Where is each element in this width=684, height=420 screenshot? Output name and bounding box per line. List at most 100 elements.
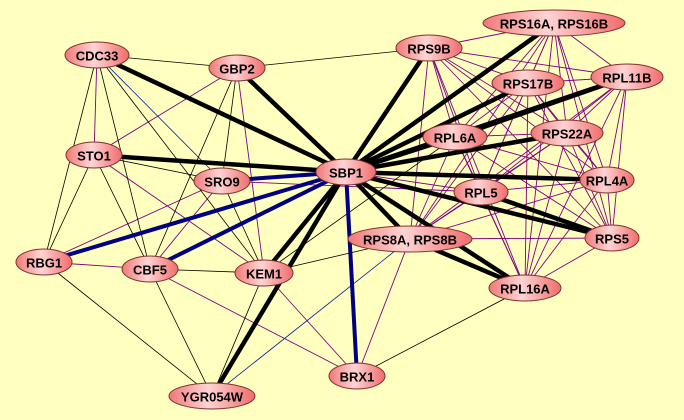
node-label: STO1 bbox=[77, 149, 111, 164]
edge-rps17b-rps8 bbox=[409, 82, 529, 240]
node-label: RPL6A bbox=[434, 131, 477, 146]
node-cbf5[interactable]: CBF5 bbox=[121, 255, 179, 283]
node-rpl16a[interactable]: RPL16A bbox=[488, 274, 562, 302]
node-rpl6a[interactable]: RPL6A bbox=[422, 123, 488, 151]
edge-rps9b-rpl16a bbox=[428, 47, 526, 289]
edge-ygr054w-rps8 bbox=[211, 238, 411, 397]
edge-sbp1-brx1 bbox=[344, 171, 359, 377]
edge-rpl6a-rps5 bbox=[454, 136, 613, 239]
edge-cdc33-sto1 bbox=[93, 54, 98, 156]
edge-brx1-rpl16a bbox=[356, 287, 526, 377]
node-label: RPL11B bbox=[602, 71, 651, 86]
node-label: RPL16A bbox=[500, 282, 550, 297]
edge-sbp1-rpl4a bbox=[345, 169, 608, 183]
edge-kem1-ygr054w bbox=[211, 272, 265, 397]
edge-sro9-cbf5 bbox=[149, 180, 223, 270]
node-rps5[interactable]: RPS5 bbox=[584, 224, 640, 252]
node-cdc33[interactable]: CDC33 bbox=[64, 41, 130, 69]
node-ellipse[interactable] bbox=[315, 158, 377, 186]
node-label: SBP1 bbox=[329, 166, 363, 181]
node-label: RPS8A, RPS8B bbox=[363, 233, 457, 248]
node-ellipse[interactable] bbox=[590, 63, 664, 91]
node-ellipse[interactable] bbox=[193, 167, 251, 195]
node-rpl5[interactable]: RPL5 bbox=[453, 178, 509, 206]
edge-rpl6a-rpl11b bbox=[454, 74, 628, 140]
node-rps16[interactable]: RPS16A, RPS16B bbox=[482, 9, 626, 37]
edge-sro9-kem1 bbox=[221, 180, 265, 274]
node-rps22a[interactable]: RPS22A bbox=[530, 119, 604, 147]
edge-rps16-rpl16a bbox=[524, 22, 555, 289]
node-ellipse[interactable] bbox=[395, 34, 463, 62]
node-label: RBG1 bbox=[26, 256, 62, 271]
node-ellipse[interactable] bbox=[584, 224, 640, 252]
node-ellipse[interactable] bbox=[234, 259, 294, 287]
node-ellipse[interactable] bbox=[491, 69, 565, 97]
edge-rpl4a-rpl16a bbox=[524, 179, 608, 289]
edge-sbp1-gbp2 bbox=[235, 66, 348, 174]
node-ellipse[interactable] bbox=[65, 141, 123, 169]
edge-sto1-rbg1 bbox=[43, 154, 95, 263]
node-ellipse[interactable] bbox=[168, 382, 256, 410]
node-sto1[interactable]: STO1 bbox=[65, 141, 123, 169]
edge-rps17b-rpl16a bbox=[524, 82, 529, 289]
node-ellipse[interactable] bbox=[579, 166, 635, 194]
node-label: RPS22A bbox=[542, 127, 593, 142]
edge-sbp1-rps9b bbox=[344, 46, 431, 174]
node-rps17b[interactable]: RPS17B bbox=[491, 69, 565, 97]
node-rpl4a[interactable]: RPL4A bbox=[579, 166, 635, 194]
edge-sbp1-rps22a bbox=[345, 130, 568, 175]
node-label: KEM1 bbox=[246, 267, 282, 282]
node-ellipse[interactable] bbox=[422, 123, 488, 151]
node-label: RPS16A, RPS16B bbox=[500, 17, 608, 32]
node-ellipse[interactable] bbox=[347, 225, 473, 253]
node-rps9b[interactable]: RPS9B bbox=[395, 34, 463, 62]
node-ellipse[interactable] bbox=[482, 9, 626, 37]
edge-rps9b-rps8 bbox=[409, 47, 430, 240]
node-rps8[interactable]: RPS8A, RPS8B bbox=[347, 225, 473, 253]
edge-sto1-cbf5 bbox=[93, 154, 151, 270]
edge-kem1-brx1 bbox=[263, 272, 358, 377]
node-label: RPL4A bbox=[586, 174, 629, 189]
node-ellipse[interactable] bbox=[15, 248, 73, 276]
node-label: RPS17B bbox=[503, 77, 554, 92]
node-label: RPS5 bbox=[595, 232, 629, 247]
node-label: RPS9B bbox=[407, 42, 450, 57]
edge-rps17b-rpl5 bbox=[480, 82, 529, 193]
node-label: BRX1 bbox=[340, 370, 375, 385]
node-ellipse[interactable] bbox=[208, 54, 266, 82]
node-ellipse[interactable] bbox=[121, 255, 179, 283]
node-label: GBP2 bbox=[219, 62, 254, 77]
edge-rps16-rpl4a bbox=[553, 22, 608, 181]
node-ygr054w[interactable]: YGR054W bbox=[168, 382, 256, 410]
edge-rpl11b-rps5 bbox=[611, 76, 628, 239]
node-gbp2[interactable]: GBP2 bbox=[208, 54, 266, 82]
edge-rpl11b-rps8 bbox=[409, 76, 628, 240]
node-sbp1[interactable]: SBP1 bbox=[315, 158, 377, 186]
node-rbg1[interactable]: RBG1 bbox=[15, 248, 73, 276]
node-kem1[interactable]: KEM1 bbox=[234, 259, 294, 287]
edge-rps22a-rpl16a bbox=[524, 132, 568, 289]
node-label: CBF5 bbox=[133, 263, 167, 278]
edge-sbp1-rps16 bbox=[344, 21, 556, 174]
node-ellipse[interactable] bbox=[530, 119, 604, 147]
node-ellipse[interactable] bbox=[453, 178, 509, 206]
node-ellipse[interactable] bbox=[64, 41, 130, 69]
edge-sbp1-rbg1 bbox=[43, 170, 347, 264]
edge-sto1-kem1 bbox=[93, 154, 265, 274]
edge-sro9-rpl5 bbox=[221, 180, 482, 193]
edge-sbp1-sto1 bbox=[93, 152, 347, 175]
edge-rpl11b-rpl16a bbox=[524, 76, 628, 289]
node-brx1[interactable]: BRX1 bbox=[328, 362, 386, 390]
edge-brx1-rps8 bbox=[356, 238, 411, 377]
node-rpl11b[interactable]: RPL11B bbox=[590, 63, 664, 91]
node-sro9[interactable]: SRO9 bbox=[193, 167, 251, 195]
node-label: SRO9 bbox=[204, 175, 239, 190]
node-ellipse[interactable] bbox=[328, 362, 386, 390]
edge-sro9-rbg1 bbox=[43, 180, 223, 263]
edge-gbp2-cbf5 bbox=[149, 67, 238, 270]
node-ellipse[interactable] bbox=[488, 274, 562, 302]
edge-cdc33-kem1 bbox=[96, 54, 265, 274]
edge-gbp2-kem1 bbox=[236, 67, 265, 274]
nodes: CDC33 GBP2 STO1 SRO9 SBP1 RBG1 CBF5 KEM1 YGR054W… bbox=[15, 9, 664, 410]
